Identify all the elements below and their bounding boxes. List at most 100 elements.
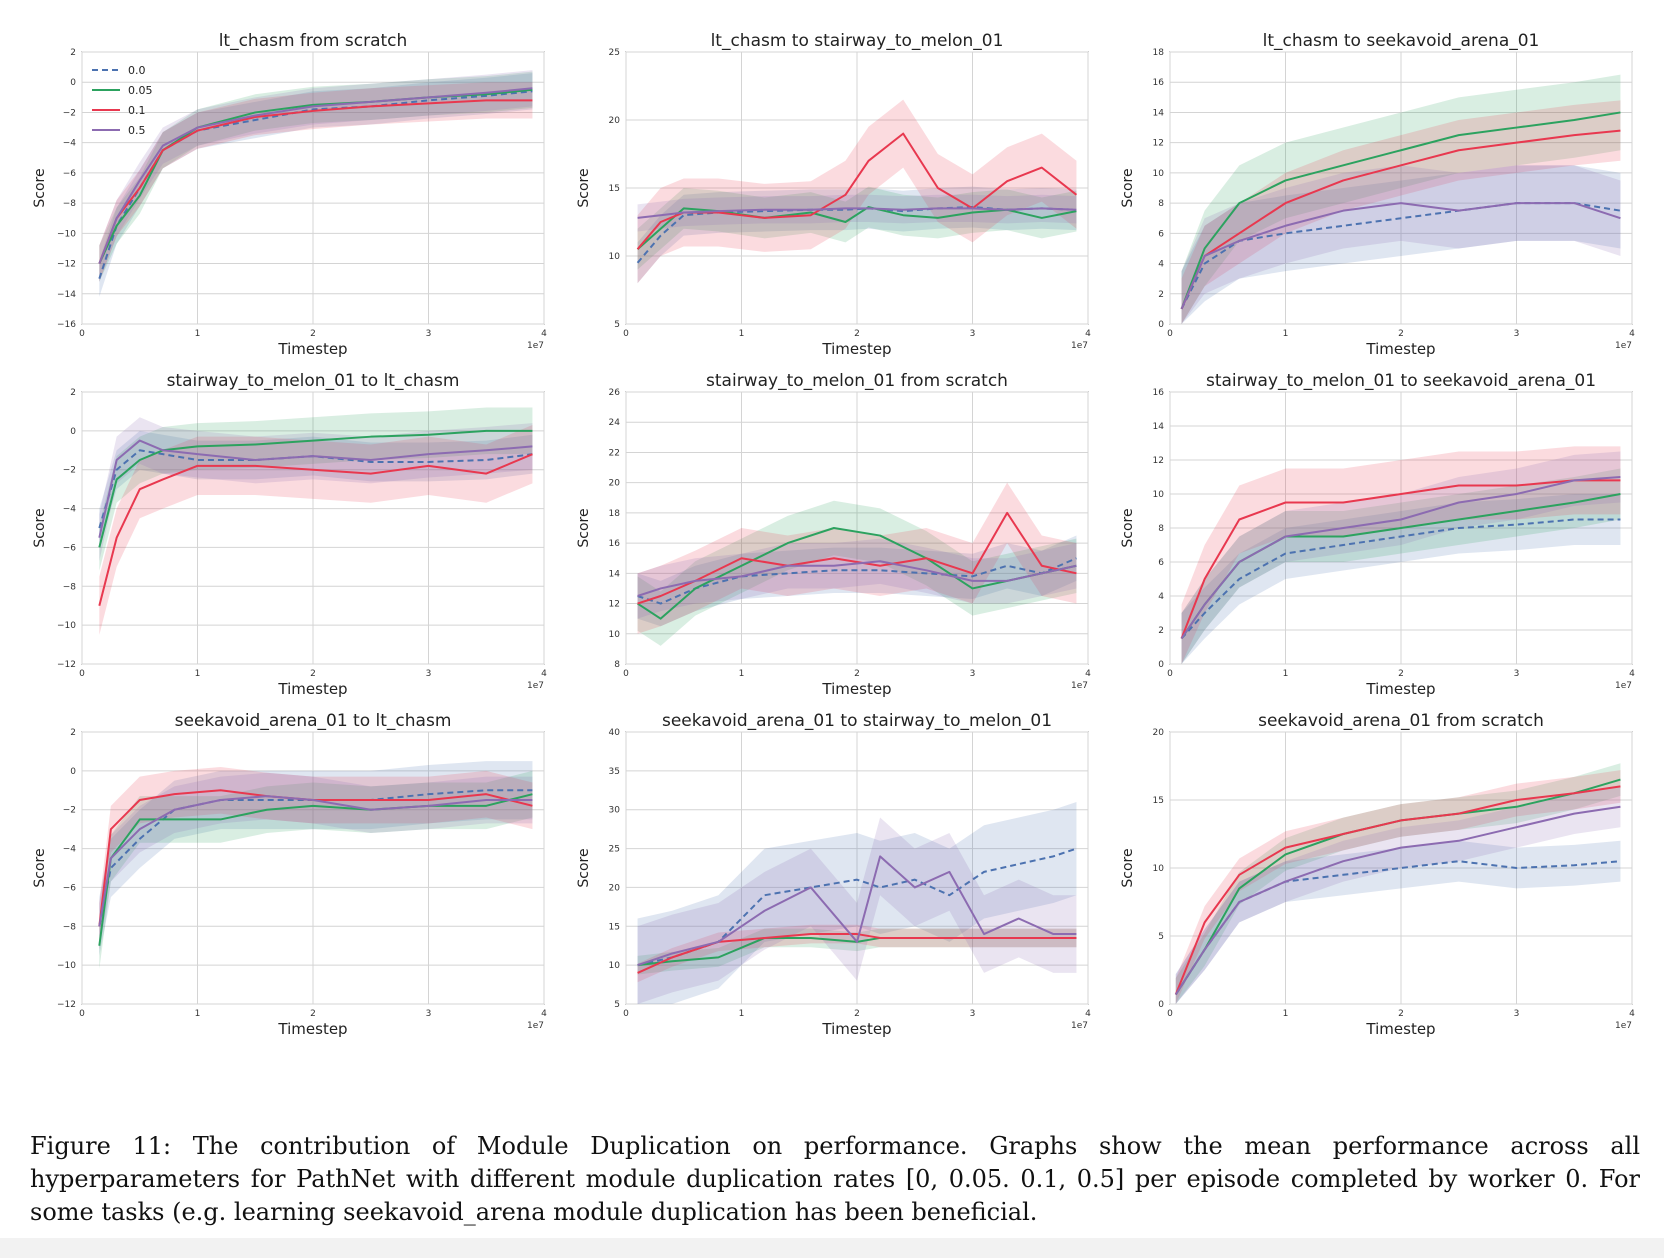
y-tick-label: −2	[63, 806, 76, 816]
series-band-0.1	[637, 99, 1077, 284]
y-tick-label: 26	[609, 388, 621, 398]
y-tick-label: −10	[57, 621, 76, 631]
series-line-0.1	[637, 511, 1077, 605]
y-tick-label: 30	[609, 806, 621, 816]
y-tick-label: 16	[1153, 78, 1165, 88]
y-tick-label: 4	[1158, 260, 1164, 270]
series-line-0.5	[637, 855, 1077, 967]
y-tick-label: 0	[70, 78, 76, 88]
y-tick-label: 12	[609, 600, 620, 610]
x-tick-label: 2	[854, 1009, 860, 1019]
x-axis-label: Timestep	[277, 340, 347, 358]
series-band-0.05	[1175, 763, 1621, 1004]
y-tick-label: −8	[63, 582, 77, 592]
y-tick-label: 10	[609, 630, 621, 640]
series-line-0.05	[1180, 111, 1621, 310]
x-tick-label: 0	[1167, 1009, 1173, 1019]
x-tick-label: 0	[79, 669, 85, 679]
y-tick-label: −6	[63, 169, 77, 179]
x-tick-label: 3	[426, 1009, 432, 1019]
y-tick-label: 14	[1153, 108, 1165, 118]
y-tick-label: 12	[1153, 456, 1164, 466]
x-axis-label: Timestep	[1365, 680, 1435, 698]
y-tick-label: 0	[1158, 1000, 1164, 1010]
x-tick-label: 1	[1283, 1009, 1289, 1019]
series-line-0.5	[98, 439, 533, 538]
series-band-0.05	[1181, 74, 1621, 325]
x-multiplier: 1e7	[1615, 681, 1632, 691]
series-line-0.1	[1180, 479, 1621, 639]
series-line-0.5	[637, 560, 1077, 597]
y-axis-label: Score	[1120, 508, 1136, 547]
x-multiplier: 1e7	[1071, 1021, 1088, 1031]
y-tick-label: 0	[70, 427, 76, 437]
y-tick-label: 10	[1153, 864, 1165, 874]
series-band-0.05	[1181, 468, 1621, 664]
y-tick-label: −16	[57, 320, 76, 330]
x-multiplier: 1e7	[1615, 1021, 1632, 1031]
y-tick-label: −2	[63, 108, 76, 118]
x-tick-label: 3	[1514, 1009, 1520, 1019]
series-band-0.5	[99, 772, 533, 950]
y-tick-label: −4	[63, 505, 77, 515]
y-tick-label: 20	[609, 479, 621, 489]
y-tick-label: 2	[70, 728, 76, 738]
series-band-0.1	[99, 82, 533, 282]
x-tick-label: 3	[426, 329, 432, 339]
y-tick-label: −14	[57, 290, 76, 300]
y-tick-label: 25	[609, 48, 620, 58]
chart-title: stairway_to_melon_01 from scratch	[706, 371, 1008, 391]
series-line-0.5	[1180, 476, 1621, 640]
x-tick-label: 0	[623, 1009, 629, 1019]
chart-title: seekavoid_arena_01 to stairway_to_melon_…	[662, 711, 1052, 731]
series-line-0.5	[1174, 805, 1621, 996]
x-multiplier: 1e7	[1071, 681, 1088, 691]
x-tick-label: 2	[1398, 329, 1404, 339]
x-tick-label: 3	[970, 1009, 976, 1019]
x-tick-label: 4	[541, 329, 547, 339]
y-tick-label: 2	[1158, 290, 1164, 300]
y-tick-label: 0	[70, 767, 76, 777]
y-tick-label: 0	[1158, 660, 1164, 670]
x-axis-label: Timestep	[821, 340, 891, 358]
y-tick-label: 10	[1153, 490, 1165, 500]
y-tick-label: −12	[57, 660, 76, 670]
y-tick-label: 5	[614, 320, 620, 330]
x-axis-label: Timestep	[821, 680, 891, 698]
x-axis-label: Timestep	[1365, 1020, 1435, 1038]
series-line-0.5	[98, 87, 533, 264]
y-tick-label: 2	[1158, 626, 1164, 636]
series-line-0.05	[98, 793, 533, 946]
series-line-0.1	[1180, 129, 1621, 310]
y-tick-label: 14	[609, 569, 621, 579]
series-band-0.5	[1175, 786, 1621, 1004]
chart-title: lt_chasm to stairway_to_melon_01	[711, 31, 1004, 51]
x-tick-label: 4	[541, 669, 547, 679]
series-line-0.1	[98, 99, 533, 264]
y-tick-label: 5	[614, 1000, 620, 1010]
bottom-bar	[0, 1238, 1664, 1258]
x-tick-label: 2	[854, 329, 860, 339]
x-axis-label: Timestep	[277, 1020, 347, 1038]
y-axis-label: Score	[1120, 168, 1136, 207]
y-axis-label: Score	[576, 168, 592, 207]
x-tick-label: 0	[623, 669, 629, 679]
x-tick-label: 2	[310, 669, 316, 679]
y-tick-label: −10	[57, 961, 76, 971]
y-tick-label: 4	[1158, 592, 1164, 602]
y-tick-label: −8	[63, 922, 77, 932]
x-multiplier: 1e7	[527, 1021, 544, 1031]
series-band-0.0	[637, 801, 1077, 1004]
y-tick-label: −6	[63, 543, 77, 553]
x-tick-label: 2	[310, 1009, 316, 1019]
x-tick-label: 4	[1085, 669, 1091, 679]
series-line-0.0	[98, 449, 533, 529]
chart-panel: 0 5 10 15 20 0 1 2 3 4 seekavoid_arena_01 from scr…	[1120, 711, 1635, 1038]
series-line-0.0	[98, 90, 533, 279]
x-tick-label: 1	[195, 1009, 201, 1019]
x-tick-label: 4	[1629, 329, 1635, 339]
series-line-0.05	[98, 429, 533, 548]
y-tick-label: −2	[63, 466, 76, 476]
